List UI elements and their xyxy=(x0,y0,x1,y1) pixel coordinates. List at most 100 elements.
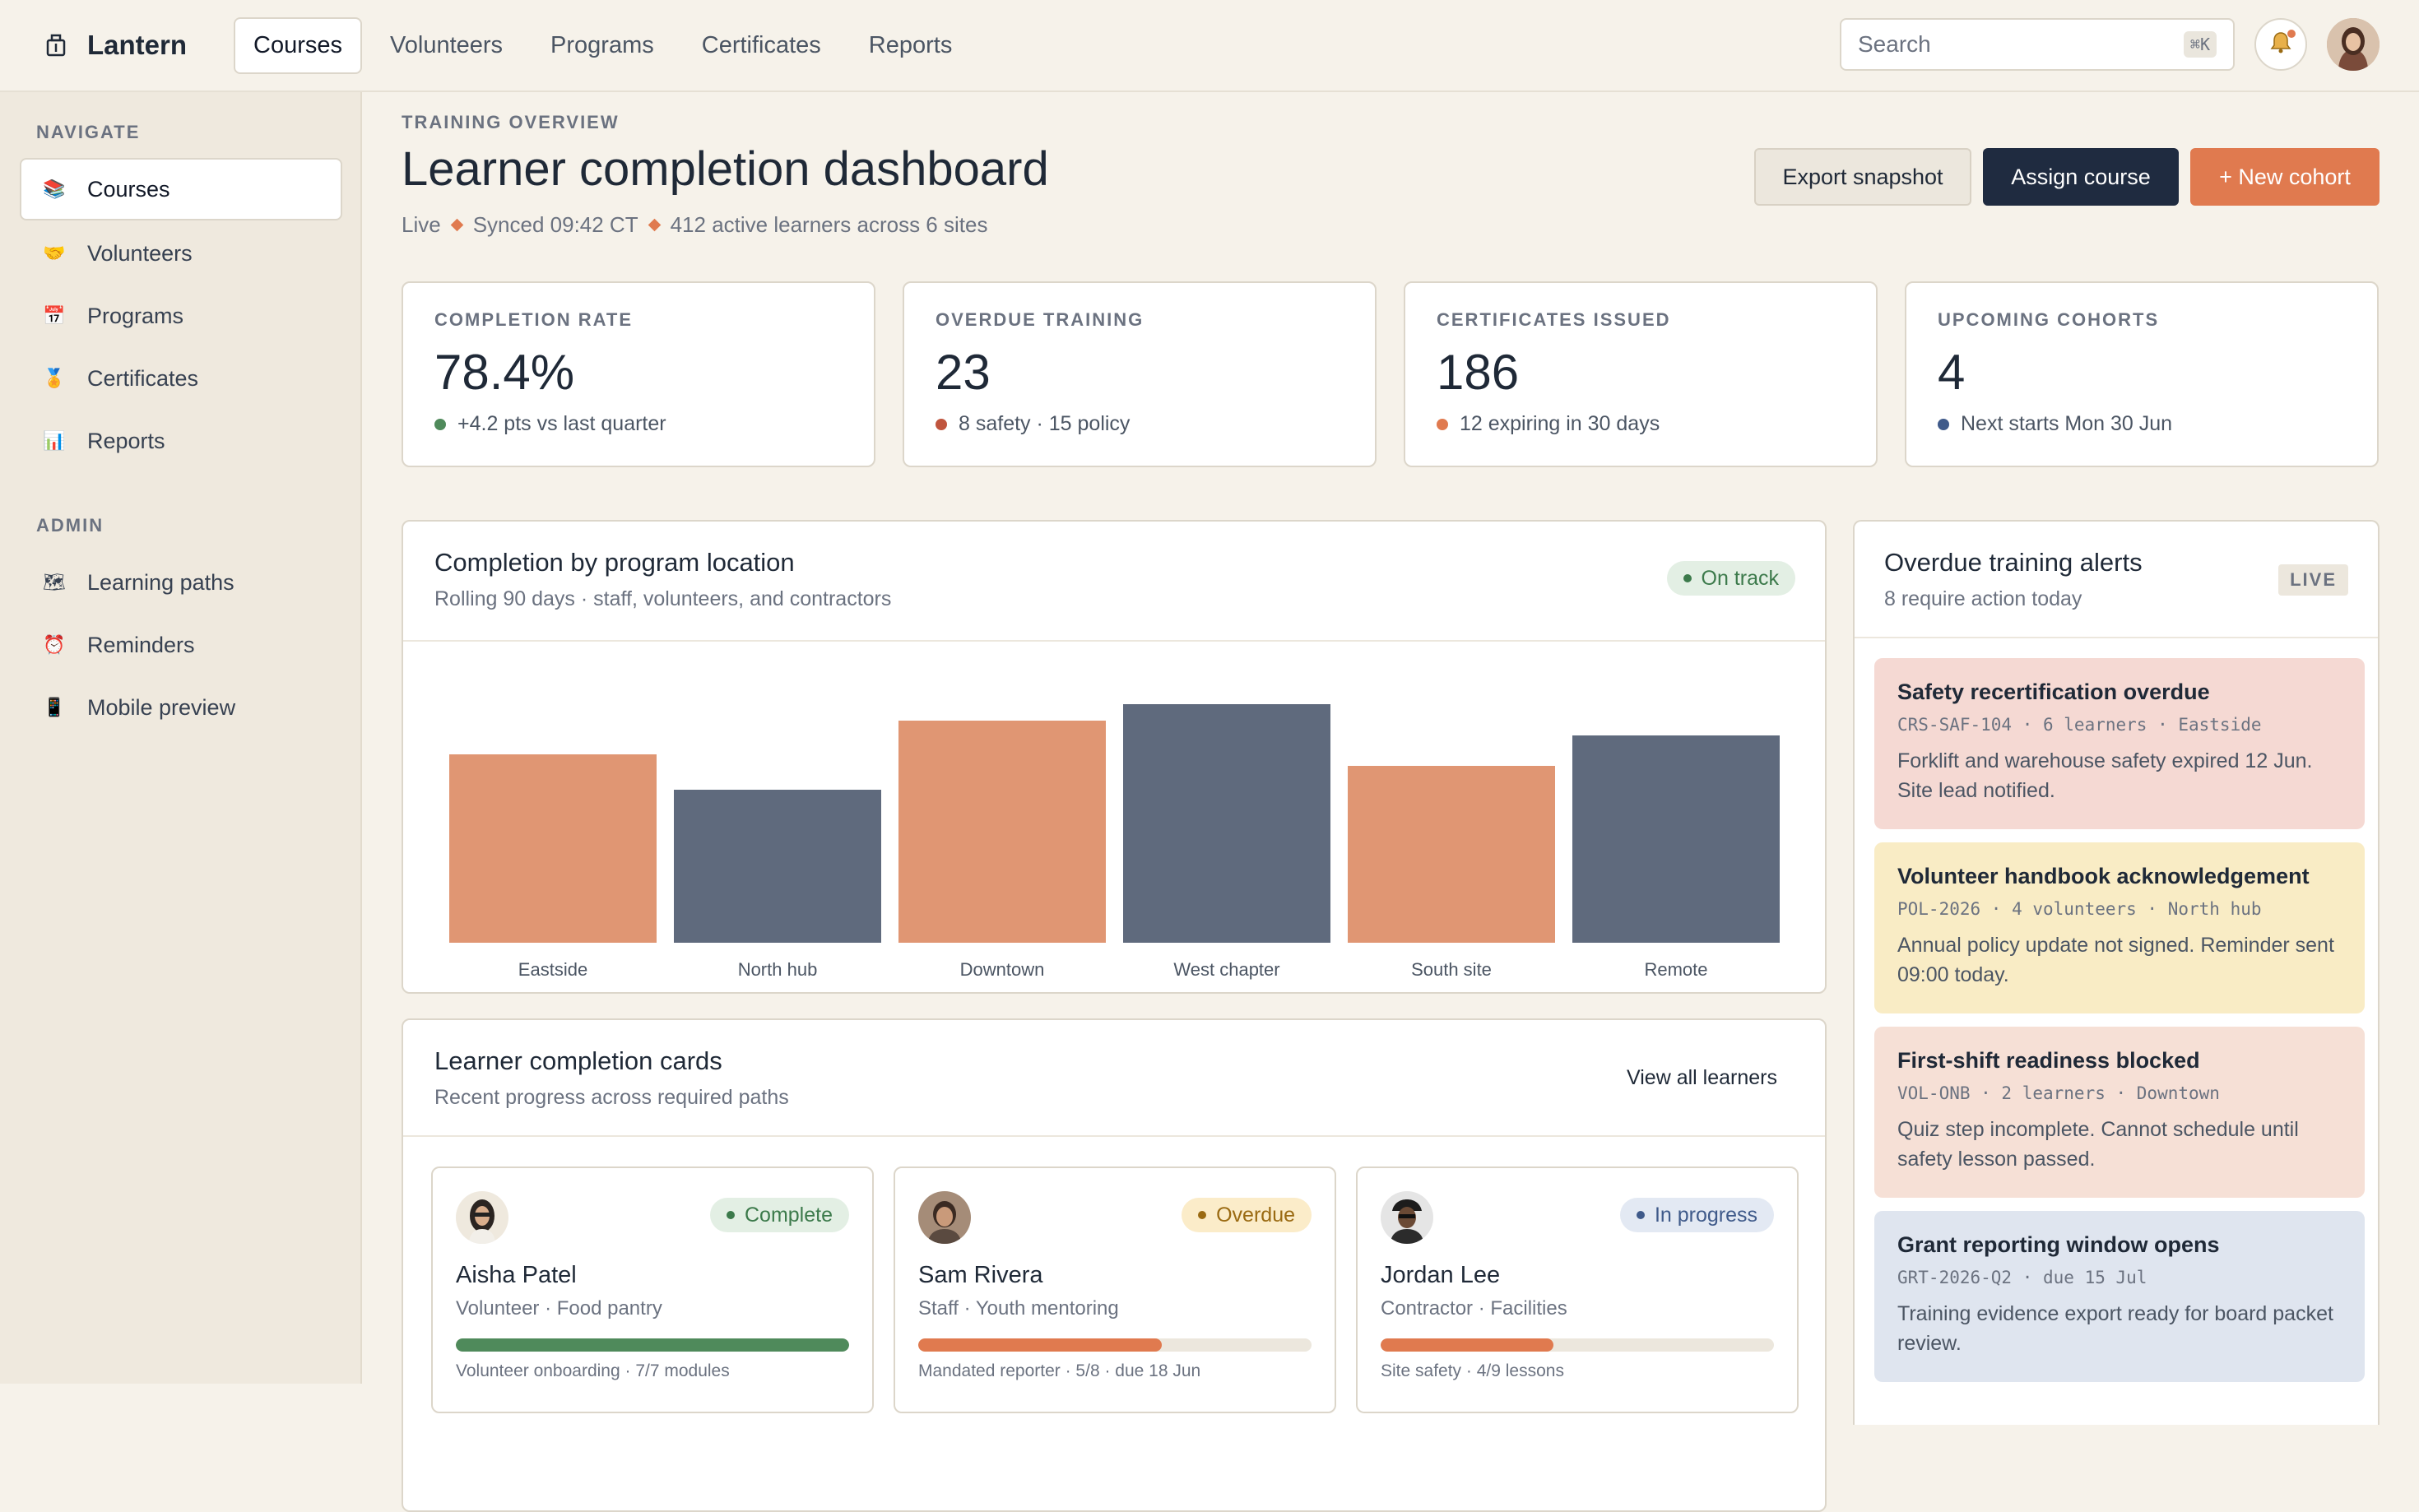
brand-name: Lantern xyxy=(87,30,188,60)
sidebar-item-courses[interactable]: 📚 Courses xyxy=(20,158,342,220)
progress-fill xyxy=(1381,1338,1554,1352)
search-input[interactable] xyxy=(1858,31,2184,58)
learner-card[interactable]: Complete Aisha Patel Volunteer · Food pa… xyxy=(431,1166,874,1413)
alert-meta: VOL-ONB · 2 learners · Downtown xyxy=(1897,1083,2220,1103)
lantern-icon xyxy=(43,32,69,58)
progress-bar xyxy=(918,1338,1312,1352)
learner-name: Jordan Lee xyxy=(1381,1262,1501,1288)
overdue-alerts-panel: Overdue training alerts 8 require action… xyxy=(1853,520,2380,1425)
alert-title: First-shift readiness blocked xyxy=(1897,1048,2200,1073)
bar-remote[interactable] xyxy=(1572,735,1780,943)
nav-certificates[interactable]: Certificates xyxy=(701,31,821,58)
stat-card-certificates-issued: CERTIFICATES ISSUED 186 12 expiring in 3… xyxy=(1404,281,1878,467)
top-bar: Lantern Courses Volunteers Programs Cert… xyxy=(0,0,2419,92)
view-all-learners-link[interactable]: View all learners xyxy=(1627,1066,1777,1089)
avatar xyxy=(456,1191,508,1244)
stat-note: 8 safety · 15 policy xyxy=(936,412,1344,436)
page-title: Learner completion dashboard xyxy=(402,142,1049,196)
bar-eastside[interactable] xyxy=(449,754,657,943)
sidebar-item-reports[interactable]: 📊 Reports xyxy=(20,410,342,472)
sidebar-item-certificates[interactable]: 🏅 Certificates xyxy=(20,347,342,410)
stat-value: 78.4% xyxy=(434,345,575,400)
sync-time: Synced 09:42 CT xyxy=(472,212,638,237)
panel-divider xyxy=(403,1135,1825,1137)
nav-programs[interactable]: Programs xyxy=(550,31,654,58)
sidebar-item-label: Certificates xyxy=(87,365,199,391)
badge-text: Complete xyxy=(745,1203,833,1227)
status-dot xyxy=(727,1211,735,1219)
top-nav: Courses Volunteers Programs Certificates… xyxy=(234,16,972,74)
alert-card[interactable]: Safety recertification overdue CRS-SAF-1… xyxy=(1874,658,2365,829)
alert-title: Grant reporting window opens xyxy=(1897,1232,2220,1257)
new-cohort-button[interactable]: + New cohort xyxy=(2190,148,2380,206)
bar-label: North hub xyxy=(737,959,818,980)
sidebar-item-programs[interactable]: 📅 Programs xyxy=(20,285,342,347)
assign-course-button[interactable]: Assign course xyxy=(1983,148,2179,206)
stat-note: Next starts Mon 30 Jun xyxy=(1938,412,2346,436)
bar-south-site[interactable] xyxy=(1348,766,1555,943)
on-track-badge: On track xyxy=(1666,561,1795,596)
user-avatar[interactable] xyxy=(2327,18,2380,71)
alert-card[interactable]: Grant reporting window opens GRT-2026-Q2… xyxy=(1874,1211,2365,1382)
export-snapshot-button[interactable]: Export snapshot xyxy=(1754,148,1971,206)
sidebar-item-label: Mobile preview xyxy=(87,694,236,720)
learner-card[interactable]: Overdue Sam Rivera Staff · Youth mentori… xyxy=(894,1166,1336,1413)
alert-meta: POL-2026 · 4 volunteers · North hub xyxy=(1897,899,2262,919)
completion-chart-panel: Completion by program location Rolling 9… xyxy=(402,520,1827,994)
sidebar-item-reminders[interactable]: ⏰ Reminders xyxy=(20,614,342,676)
search-shortcut: ⌘K xyxy=(2183,31,2217,58)
alert-title: Safety recertification overdue xyxy=(1897,679,2210,704)
avatar xyxy=(918,1191,971,1244)
status-dot xyxy=(1437,418,1448,430)
bar-label: West chapter xyxy=(1173,959,1280,980)
status-dot xyxy=(936,418,947,430)
learner-role: Contractor · Facilities xyxy=(1381,1297,1567,1320)
bar-north-hub[interactable] xyxy=(674,790,881,943)
brand[interactable]: Lantern xyxy=(43,30,234,61)
nav-courses[interactable]: Courses xyxy=(234,16,362,74)
status-dot xyxy=(1683,574,1692,582)
progress-fill xyxy=(456,1338,849,1352)
sidebar-item-learning-paths[interactable]: 🗺 Learning paths xyxy=(20,551,342,614)
bell-icon xyxy=(2270,30,2291,59)
panel-title: Overdue training alerts xyxy=(1884,548,2143,577)
notifications-button[interactable] xyxy=(2254,18,2307,71)
alert-title: Volunteer handbook acknowledgement xyxy=(1897,864,2310,888)
alert-card[interactable]: First-shift readiness blocked VOL-ONB · … xyxy=(1874,1027,2365,1198)
sidebar: NAVIGATE 📚 Courses 🤝 Volunteers 📅 Progra… xyxy=(0,92,362,1384)
stat-note: +4.2 pts vs last quarter xyxy=(434,412,843,436)
sidebar-item-label: Volunteers xyxy=(87,240,193,266)
learner-name: Sam Rivera xyxy=(918,1262,1043,1288)
sidebar-item-label: Courses xyxy=(87,176,170,202)
sidebar-item-label: Reports xyxy=(87,428,165,453)
stat-note: 12 expiring in 30 days xyxy=(1437,412,1845,436)
live-status: Live xyxy=(402,212,441,237)
status-dot xyxy=(1198,1211,1207,1219)
avatar xyxy=(1381,1191,1433,1244)
stat-label: OVERDUE TRAINING xyxy=(936,309,1144,330)
sidebar-item-mobile-preview[interactable]: 📱 Mobile preview xyxy=(20,676,342,739)
learner-card[interactable]: In progress Jordan Lee Contractor · Faci… xyxy=(1356,1166,1799,1413)
panel-subtitle: Recent progress across required paths xyxy=(434,1086,789,1109)
bar-west-chapter[interactable] xyxy=(1123,704,1330,943)
nav-volunteers[interactable]: Volunteers xyxy=(390,31,504,58)
alert-body: Training evidence export ready for board… xyxy=(1897,1302,2333,1355)
status-badge: Overdue xyxy=(1182,1198,1312,1232)
progress-bar xyxy=(1381,1338,1774,1352)
stat-note-text: 12 expiring in 30 days xyxy=(1460,412,1660,435)
nav-reports[interactable]: Reports xyxy=(868,31,953,58)
alarm-clock-icon: ⏰ xyxy=(43,634,66,655)
stat-note-text: 8 safety · 15 policy xyxy=(959,412,1131,435)
bar-label: Remote xyxy=(1644,959,1708,980)
status-badge: In progress xyxy=(1619,1198,1774,1232)
stat-label: UPCOMING COHORTS xyxy=(1938,309,2160,330)
alert-body: Annual policy update not signed. Reminde… xyxy=(1897,934,2334,986)
progress-detail: Volunteer onboarding · 7/7 modules xyxy=(456,1361,730,1380)
map-icon: 🗺 xyxy=(43,572,66,592)
sidebar-item-volunteers[interactable]: 🤝 Volunteers xyxy=(20,222,342,285)
bar-downtown[interactable] xyxy=(898,721,1106,943)
alert-card[interactable]: Volunteer handbook acknowledgement POL-2… xyxy=(1874,842,2365,1013)
badge-text: On track xyxy=(1701,566,1779,590)
notification-dot xyxy=(2287,30,2296,38)
alert-meta: CRS-SAF-104 · 6 learners · Eastside xyxy=(1897,715,2262,735)
